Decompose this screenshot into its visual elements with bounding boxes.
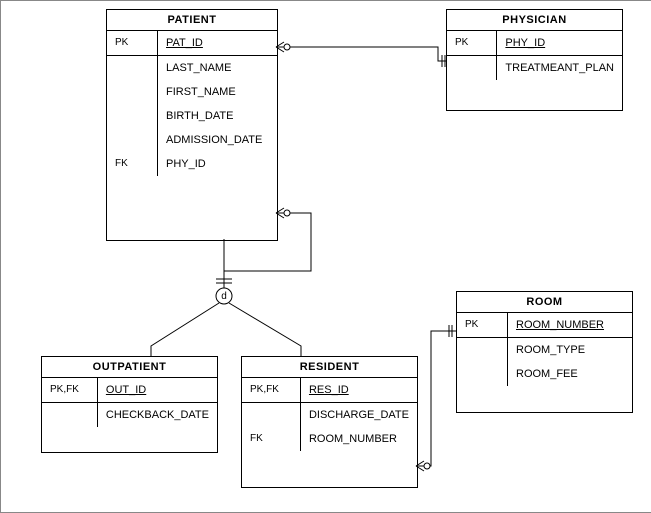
attr-cell: ADMISSION_DATE	[158, 128, 278, 152]
attr-row: BIRTH_DATE	[107, 104, 277, 128]
key-cell	[447, 56, 497, 81]
key-cell: PK	[447, 31, 497, 56]
attr-cell: CHECKBACK_DATE	[97, 403, 217, 428]
key-cell	[42, 403, 97, 428]
attr-row: PK,FKRES_ID	[242, 378, 417, 403]
key-cell	[107, 104, 158, 128]
entity-patient-attrs: PKPAT_IDLAST_NAMEFIRST_NAMEBIRTH_DATEADM…	[107, 31, 277, 176]
key-cell	[107, 80, 158, 104]
entity-outpatient-title: OUTPATIENT	[42, 357, 217, 378]
attr-row: TREATMEANT_PLAN	[447, 56, 622, 81]
entity-resident-attrs: PK,FKRES_IDDISCHARGE_DATEFKROOM_NUMBER	[242, 378, 417, 451]
attr-cell: PHY_ID	[497, 31, 622, 56]
attr-row: LAST_NAME	[107, 56, 277, 81]
attr-cell: ROOM_TYPE	[508, 338, 633, 363]
er-diagram-canvas: PATIENT PKPAT_IDLAST_NAMEFIRST_NAMEBIRTH…	[0, 0, 651, 513]
entity-physician: PHYSICIAN PKPHY_IDTREATMEANT_PLAN	[446, 9, 623, 111]
attr-cell: ROOM_NUMBER	[300, 427, 417, 451]
attr-row: FIRST_NAME	[107, 80, 277, 104]
attr-row: PK,FKOUT_ID	[42, 378, 217, 403]
entity-patient: PATIENT PKPAT_IDLAST_NAMEFIRST_NAMEBIRTH…	[106, 9, 278, 241]
attr-cell: BIRTH_DATE	[158, 104, 278, 128]
entity-room: ROOM PKROOM_NUMBERROOM_TYPEROOM_FEE	[456, 291, 633, 413]
key-cell: PK,FK	[242, 378, 300, 403]
attr-cell: DISCHARGE_DATE	[300, 403, 417, 428]
entity-room-attrs: PKROOM_NUMBERROOM_TYPEROOM_FEE	[457, 313, 632, 386]
key-cell: PK	[457, 313, 508, 338]
key-cell: PK,FK	[42, 378, 97, 403]
entity-physician-title: PHYSICIAN	[447, 10, 622, 31]
attr-row: PKPAT_ID	[107, 31, 277, 56]
attr-row: ROOM_TYPE	[457, 338, 632, 363]
attr-cell: LAST_NAME	[158, 56, 278, 81]
entity-resident-title: RESIDENT	[242, 357, 417, 378]
attr-cell: TREATMEANT_PLAN	[497, 56, 622, 81]
attr-cell: OUT_ID	[97, 378, 217, 403]
entity-resident: RESIDENT PK,FKRES_IDDISCHARGE_DATEFKROOM…	[241, 356, 418, 488]
key-cell	[457, 362, 508, 386]
entity-patient-title: PATIENT	[107, 10, 277, 31]
key-cell	[457, 338, 508, 363]
entity-outpatient: OUTPATIENT PK,FKOUT_IDCHECKBACK_DATE	[41, 356, 218, 453]
attr-cell: FIRST_NAME	[158, 80, 278, 104]
svg-text:d: d	[221, 291, 227, 302]
attr-cell: ROOM_FEE	[508, 362, 633, 386]
attr-cell: ROOM_NUMBER	[508, 313, 633, 338]
attr-cell: RES_ID	[300, 378, 417, 403]
entity-room-title: ROOM	[457, 292, 632, 313]
key-cell	[242, 403, 300, 428]
key-cell	[107, 128, 158, 152]
attr-row: ROOM_FEE	[457, 362, 632, 386]
key-cell	[107, 56, 158, 81]
attr-cell: PAT_ID	[158, 31, 278, 56]
attr-row: PKPHY_ID	[447, 31, 622, 56]
attr-row: FKROOM_NUMBER	[242, 427, 417, 451]
entity-outpatient-attrs: PK,FKOUT_IDCHECKBACK_DATE	[42, 378, 217, 427]
attr-row: ADMISSION_DATE	[107, 128, 277, 152]
attr-row: CHECKBACK_DATE	[42, 403, 217, 428]
attr-row: FKPHY_ID	[107, 152, 277, 176]
key-cell: FK	[242, 427, 300, 451]
attr-row: DISCHARGE_DATE	[242, 403, 417, 428]
key-cell: PK	[107, 31, 158, 56]
attr-cell: PHY_ID	[158, 152, 278, 176]
key-cell: FK	[107, 152, 158, 176]
attr-row: PKROOM_NUMBER	[457, 313, 632, 338]
entity-physician-attrs: PKPHY_IDTREATMEANT_PLAN	[447, 31, 622, 80]
